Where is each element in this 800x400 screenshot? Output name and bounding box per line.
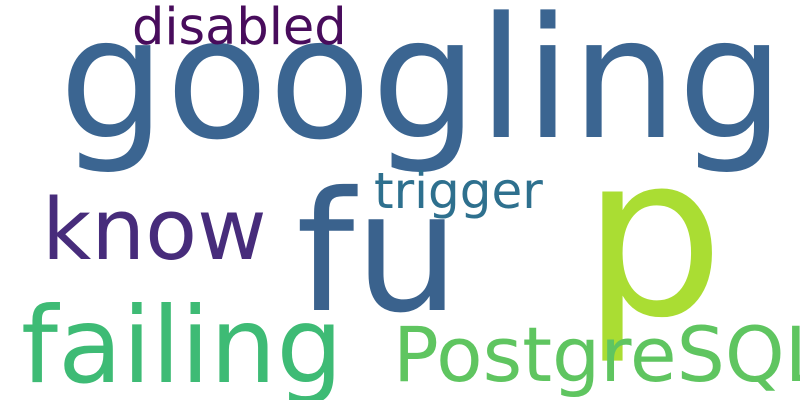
word-p: p [582,106,725,367]
word-know: know [42,181,267,280]
word-disabled: disabled [132,0,347,57]
word-googling: googling [59,0,785,177]
word-fu: fu [296,157,460,350]
word-failing: failing [21,285,344,400]
word-postgresql: PostgreSQL [393,310,800,399]
word-trigger: trigger [374,162,543,220]
